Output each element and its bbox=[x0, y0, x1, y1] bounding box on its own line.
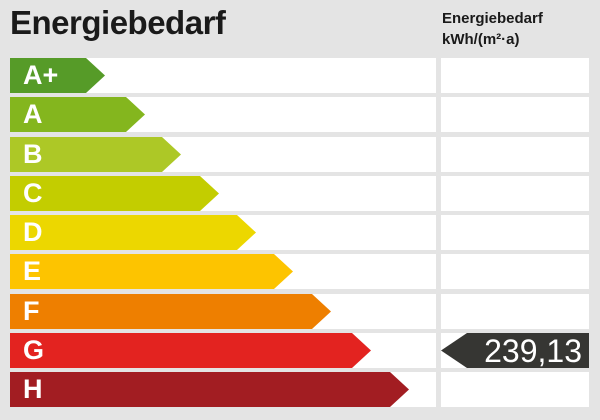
rating-label: A bbox=[23, 99, 43, 130]
rating-arrow bbox=[10, 372, 409, 408]
value-badge-arrow-icon bbox=[441, 333, 589, 369]
rating-arrow bbox=[10, 97, 145, 133]
scale-row-aplus: A+ bbox=[0, 58, 600, 93]
value-box bbox=[441, 215, 589, 251]
value-box bbox=[441, 372, 589, 408]
rating-label: C bbox=[23, 177, 43, 208]
rating-arrow bbox=[10, 293, 331, 329]
value-column-header-line2: kWh/(m²·a) bbox=[442, 31, 520, 48]
rating-label: F bbox=[23, 295, 40, 326]
value-column-header: Energiebedarf kWh/(m²·a) bbox=[442, 8, 543, 50]
scale-row-d: D bbox=[0, 215, 600, 251]
scale-row-h: H bbox=[0, 372, 600, 408]
value-box bbox=[441, 58, 589, 93]
chart-title: Energiebedarf bbox=[10, 4, 226, 41]
value-box bbox=[441, 136, 589, 172]
scale-row-e: E bbox=[0, 254, 600, 290]
scale-row-b: B bbox=[0, 136, 600, 172]
rating-arrow bbox=[10, 333, 371, 369]
rating-arrow bbox=[10, 254, 293, 290]
value-column-header-line1: Energiebedarf bbox=[442, 10, 543, 27]
rating-arrow bbox=[10, 136, 181, 172]
rating-label: E bbox=[23, 256, 42, 287]
value-box bbox=[441, 97, 589, 133]
scale-row-g: G 239,13 bbox=[0, 333, 600, 369]
rating-label: B bbox=[23, 138, 43, 169]
rating-arrow bbox=[10, 58, 105, 93]
value-box bbox=[441, 254, 589, 290]
rating-arrow bbox=[10, 175, 219, 211]
scale-row-a: A bbox=[0, 97, 600, 133]
scale-row-c: C bbox=[0, 175, 600, 211]
scale-row-f: F bbox=[0, 293, 600, 329]
value-box bbox=[441, 175, 589, 211]
rating-label: A+ bbox=[23, 60, 59, 90]
value-badge: 239,13 bbox=[441, 333, 589, 369]
rating-arrow bbox=[10, 215, 256, 251]
value-box bbox=[441, 293, 589, 329]
rating-label: D bbox=[23, 217, 43, 248]
value-badge-text: 239,13 bbox=[484, 333, 582, 368]
value-box: 239,13 bbox=[441, 333, 589, 369]
rating-label: G bbox=[23, 335, 45, 366]
rating-label: H bbox=[23, 374, 43, 405]
energy-scale: A+ A B C bbox=[0, 58, 600, 408]
